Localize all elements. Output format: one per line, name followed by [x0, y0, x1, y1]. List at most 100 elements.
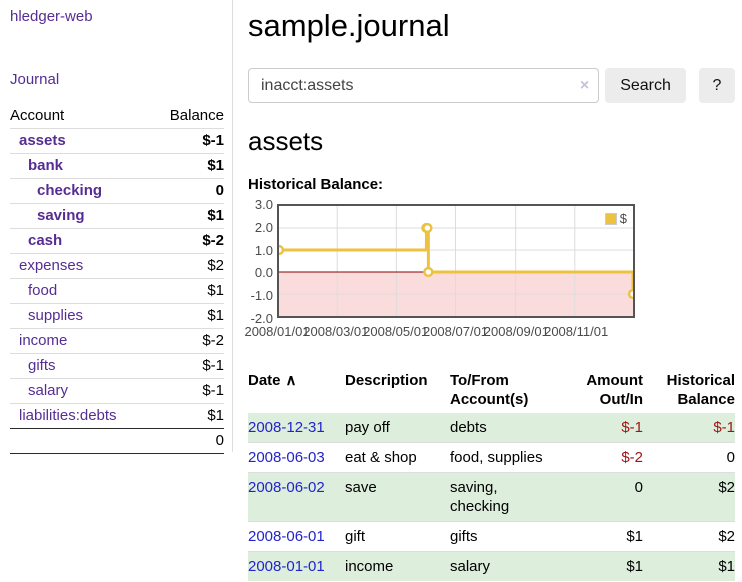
chart-legend: $	[602, 210, 629, 227]
register-header-row: Date ∧ Description To/From Account(s) Amo…	[248, 367, 735, 413]
account-balance: $-1	[202, 382, 224, 399]
column-header-balance: Historical Balance	[666, 372, 735, 408]
account-column-header: Account	[10, 107, 65, 124]
account-link-bank[interactable]: bank	[28, 157, 64, 174]
y-tick-label: -2.0	[250, 311, 273, 326]
x-tick-label: 2008/01/01	[244, 324, 310, 339]
account-balance: $1	[207, 207, 224, 224]
transaction-accounts: debts	[450, 419, 487, 436]
account-row: income $-2	[10, 328, 224, 353]
y-tick-label: -1.0	[250, 288, 273, 304]
help-button[interactable]: ?	[698, 68, 735, 103]
transaction-description: income	[345, 551, 450, 581]
account-link-salary[interactable]: salary	[28, 382, 69, 399]
x-tick-label: 2008/07/01	[422, 324, 489, 339]
app-title-link[interactable]: hledger-web	[10, 8, 93, 25]
transaction-accounts: gifts	[450, 521, 558, 552]
date-link[interactable]: 2008-06-01	[248, 528, 325, 545]
transaction-description: eat & shop	[345, 442, 450, 473]
transaction-accounts: food, supplies	[450, 442, 558, 473]
main-content: sample.journal × Search ? assets Histori…	[244, 0, 735, 581]
transaction-description: gift	[345, 521, 450, 552]
sidebar: hledger-web Journal Account Balance asse…	[0, 0, 233, 454]
account-balance: $1	[207, 407, 224, 424]
transaction-date: 2008-12-31	[248, 413, 345, 443]
account-heading: assets	[248, 126, 324, 156]
transaction-row: 2008-12-31 pay off debts $-1 $-1	[248, 413, 735, 443]
account-balance: 0	[215, 182, 224, 199]
transaction-amount: 0	[558, 472, 643, 522]
chart-plot-area: $	[277, 204, 635, 318]
account-row: salary $-1	[10, 378, 224, 403]
account-row: assets $-1	[10, 128, 224, 153]
search-box: ×	[248, 68, 600, 103]
x-tick-label: 2008/03/01	[303, 324, 369, 339]
account-balance: $-2	[202, 232, 224, 249]
transaction-date: 2008-06-02	[248, 472, 345, 522]
date-link[interactable]: 2008-06-02	[248, 479, 325, 496]
y-tick-label: 3.0	[254, 197, 273, 212]
transaction-amount: $1	[558, 521, 643, 552]
account-balance: $1	[207, 157, 224, 174]
account-row: saving $1	[10, 203, 224, 228]
legend-label: $	[619, 211, 627, 226]
transaction-balance: 0	[643, 442, 735, 473]
transaction-description: pay off	[345, 419, 390, 436]
account-balance: $-2	[202, 332, 224, 349]
y-tick-label: 1.0	[254, 242, 273, 258]
account-balance: $2	[207, 257, 224, 274]
account-row: cash $-2	[10, 228, 224, 253]
transaction-date: 2008-01-01	[248, 551, 345, 581]
transaction-row: 2008-06-01 gift gifts $1 $2	[248, 521, 735, 552]
x-tick-label: 2008/09/01	[483, 324, 549, 339]
account-link-liabilities-debts[interactable]: liabilities:debts	[19, 407, 117, 424]
column-header-amount: Amount Out/In	[586, 372, 643, 408]
date-link[interactable]: 2008-06-03	[248, 449, 325, 466]
page-title: sample.journal	[248, 8, 450, 43]
transaction-amount: $-2	[558, 442, 643, 473]
transaction-amount: $1	[558, 551, 643, 581]
sort-ascending-icon: ∧	[285, 372, 297, 389]
account-row: expenses $2	[10, 253, 224, 278]
account-link-gifts[interactable]: gifts	[28, 357, 56, 374]
account-link-expenses[interactable]: expenses	[19, 257, 84, 274]
account-link-food[interactable]: food	[28, 282, 58, 299]
account-link-checking[interactable]: checking	[37, 182, 103, 199]
account-row: bank $1	[10, 153, 224, 178]
account-link-saving[interactable]: saving	[37, 207, 85, 224]
account-link-income[interactable]: income	[19, 332, 68, 349]
transaction-row: 2008-06-02 save saving, checking 0 $2	[248, 472, 735, 522]
x-tick-label: 2008/11/01	[544, 324, 609, 339]
account-row: gifts $-1	[10, 353, 224, 378]
account-row: liabilities:debts $1	[10, 403, 224, 428]
transaction-balance: $1	[643, 551, 735, 581]
account-link-supplies[interactable]: supplies	[28, 307, 84, 324]
accounts-table-header: Account Balance	[10, 104, 224, 128]
accounts-total-balance: 0	[215, 432, 224, 449]
clear-search-icon[interactable]: ×	[579, 76, 590, 94]
column-header-date[interactable]: Date ∧	[248, 372, 297, 389]
column-header-accounts: To/From Account(s)	[450, 372, 529, 408]
legend-swatch	[604, 212, 617, 225]
account-row: food $1	[10, 278, 224, 303]
date-link[interactable]: 2008-12-31	[248, 419, 325, 436]
register-table: Date ∧ Description To/From Account(s) Amo…	[248, 367, 735, 581]
account-row: supplies $1	[10, 303, 224, 328]
chart-plot-svg	[279, 206, 633, 316]
account-balance: $1	[207, 307, 224, 324]
transaction-balance: $-1	[713, 419, 735, 436]
date-link[interactable]: 2008-01-01	[248, 558, 325, 575]
balance-chart: 3.0 2.0 1.0 0.0 -1.0 -2.0 $ 2008/01/01 2008/03…	[244, 197, 735, 343]
column-header-description: Description	[345, 372, 428, 389]
account-link-cash[interactable]: cash	[28, 232, 63, 249]
search-input[interactable]	[248, 68, 600, 103]
transaction-date: 2008-06-01	[248, 521, 345, 552]
transaction-description: save	[345, 472, 450, 522]
transaction-row: 2008-06-03 eat & shop food, supplies $-2…	[248, 442, 735, 473]
account-link-assets[interactable]: assets	[19, 132, 66, 149]
account-balance: $-1	[202, 132, 224, 149]
transaction-balance: $2	[643, 472, 735, 522]
search-button[interactable]: Search	[605, 68, 686, 103]
nav-journal-link[interactable]: Journal	[10, 71, 60, 88]
transaction-accounts: saving, checking	[450, 472, 558, 522]
